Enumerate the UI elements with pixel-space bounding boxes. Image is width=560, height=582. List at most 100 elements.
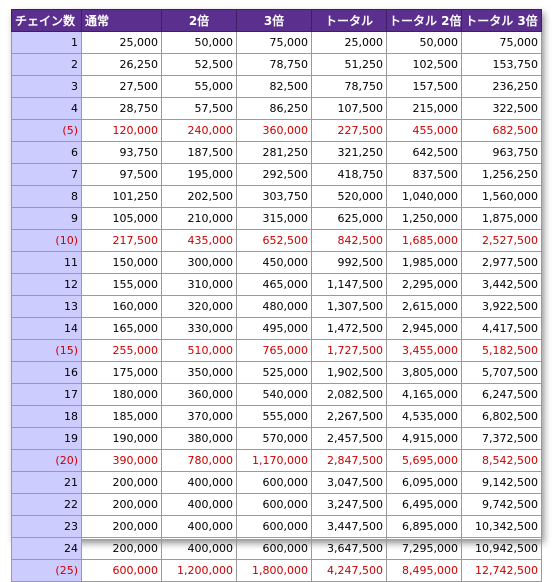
cell-triple: 450,000 — [236, 251, 312, 274]
cell-normal: 28,750 — [81, 97, 162, 120]
cell-total-triple: 10,942,500 — [461, 537, 542, 560]
cell-triple: 495,000 — [236, 317, 312, 340]
table-row: 16 175,000 350,000 525,000 1,902,500 3,805,00… — [11, 361, 542, 384]
cell-total-triple: 6,247,500 — [461, 383, 542, 406]
cell-normal: 25,000 — [81, 31, 162, 54]
cell-total-triple: 6,802,500 — [461, 405, 542, 428]
table-row: 7 97,500 195,000 292,500 418,750 837,500 1,256… — [11, 163, 542, 186]
cell-total-triple: 322,500 — [461, 97, 542, 120]
cell-total: 227,500 — [311, 119, 387, 142]
cell-total-double: 6,895,000 — [386, 515, 462, 538]
cell-triple: 540,000 — [236, 383, 312, 406]
cell-double: 195,000 — [161, 163, 237, 186]
cell-total-triple: 8,542,500 — [461, 449, 542, 472]
cell-double: 380,000 — [161, 427, 237, 450]
cell-triple: 600,000 — [236, 493, 312, 516]
cell-double: 187,500 — [161, 141, 237, 164]
cell-double: 240,000 — [161, 119, 237, 142]
cell-total-double: 6,095,000 — [386, 471, 462, 494]
cell-double: 435,000 — [161, 229, 237, 252]
cell-total: 992,500 — [311, 251, 387, 274]
cell-total-triple: 7,372,500 — [461, 427, 542, 450]
cell-double: 400,000 — [161, 515, 237, 538]
cell-double: 350,000 — [161, 361, 237, 384]
cell-triple: 525,000 — [236, 361, 312, 384]
cell-total: 1,307,500 — [311, 295, 387, 318]
cell-triple: 360,000 — [236, 119, 312, 142]
table-row: 11 150,000 300,000 450,000 992,500 1,985,000 2… — [11, 251, 542, 274]
cell-total-triple: 2,977,500 — [461, 251, 542, 274]
cell-triple: 82,500 — [236, 75, 312, 98]
cell-total: 625,000 — [311, 207, 387, 230]
table-row: 14 165,000 330,000 495,000 1,472,500 2,945,00… — [11, 317, 542, 340]
cell-triple: 465,000 — [236, 273, 312, 296]
cell-total-double: 4,915,000 — [386, 427, 462, 450]
cell-total: 78,750 — [311, 75, 387, 98]
cell-total: 3,447,500 — [311, 515, 387, 538]
cell-double: 330,000 — [161, 317, 237, 340]
cell-double: 360,000 — [161, 383, 237, 406]
table-row: 8 101,250 202,500 303,750 520,000 1,040,000 1,… — [11, 185, 542, 208]
cell-chain-count: 18 — [11, 405, 82, 428]
cell-total-triple: 682,500 — [461, 119, 542, 142]
cell-total: 520,000 — [311, 185, 387, 208]
cell-chain-count: (15) — [11, 339, 82, 362]
table-row: 9 105,000 210,000 315,000 625,000 1,250,000 1,… — [11, 207, 542, 230]
cell-triple: 292,500 — [236, 163, 312, 186]
table-row: 18 185,000 370,000 555,000 2,267,500 4,535,00… — [11, 405, 542, 428]
cell-chain-count: 19 — [11, 427, 82, 450]
cell-normal: 105,000 — [81, 207, 162, 230]
cell-chain-count: 11 — [11, 251, 82, 274]
cell-total-triple: 10,342,500 — [461, 515, 542, 538]
cell-total: 842,500 — [311, 229, 387, 252]
table-row: (15) 255,000 510,000 765,000 1,727,500 3,455,… — [11, 339, 542, 362]
table-row: (20) 390,000 780,000 1,170,000 2,847,500 5,69… — [11, 449, 542, 472]
cell-total-triple: 12,742,500 — [461, 559, 542, 582]
cell-triple: 303,750 — [236, 185, 312, 208]
cell-normal: 190,000 — [81, 427, 162, 450]
cell-total-triple: 153,750 — [461, 53, 542, 76]
cell-triple: 480,000 — [236, 295, 312, 318]
cell-total-double: 1,985,000 — [386, 251, 462, 274]
cell-normal: 26,250 — [81, 53, 162, 76]
cell-double: 50,000 — [161, 31, 237, 54]
cell-total-double: 455,000 — [386, 119, 462, 142]
cell-double: 320,000 — [161, 295, 237, 318]
cell-chain-count: (10) — [11, 229, 82, 252]
cell-normal: 27,500 — [81, 75, 162, 98]
cell-triple: 570,000 — [236, 427, 312, 450]
cell-total-triple: 9,742,500 — [461, 493, 542, 516]
cell-double: 55,000 — [161, 75, 237, 98]
table-row: 3 27,500 55,000 82,500 78,750 157,500 236,250 — [11, 75, 542, 98]
cell-total: 4,247,500 — [311, 559, 387, 582]
cell-normal: 160,000 — [81, 295, 162, 318]
cell-chain-count: 16 — [11, 361, 82, 384]
header-normal: 通常 — [81, 9, 162, 32]
cell-total-double: 4,535,000 — [386, 405, 462, 428]
table-row: 17 180,000 360,000 540,000 2,082,500 4,165,00… — [11, 383, 542, 406]
cell-total: 3,247,500 — [311, 493, 387, 516]
cell-total: 2,267,500 — [311, 405, 387, 428]
cell-triple: 555,000 — [236, 405, 312, 428]
cell-normal: 255,000 — [81, 339, 162, 362]
cell-double: 1,200,000 — [161, 559, 237, 582]
cell-chain-count: (20) — [11, 449, 82, 472]
cell-chain-count: 1 — [11, 31, 82, 54]
cell-total-double: 2,295,000 — [386, 273, 462, 296]
cell-normal: 217,500 — [81, 229, 162, 252]
cell-triple: 652,500 — [236, 229, 312, 252]
table-row: 23 200,000 400,000 600,000 3,447,500 6,895,00… — [11, 515, 542, 538]
header-triple: 3倍 — [236, 9, 312, 32]
cell-chain-count: 7 — [11, 163, 82, 186]
cell-triple: 765,000 — [236, 339, 312, 362]
cell-total-double: 1,250,000 — [386, 207, 462, 230]
cell-total-double: 1,685,000 — [386, 229, 462, 252]
cell-chain-count: 4 — [11, 97, 82, 120]
header-total-triple: トータル 3倍 — [461, 9, 542, 32]
cell-normal: 200,000 — [81, 537, 162, 560]
cell-normal: 175,000 — [81, 361, 162, 384]
cell-normal: 120,000 — [81, 119, 162, 142]
cell-total-triple: 1,560,000 — [461, 185, 542, 208]
cell-normal: 165,000 — [81, 317, 162, 340]
cell-total-triple: 5,707,500 — [461, 361, 542, 384]
